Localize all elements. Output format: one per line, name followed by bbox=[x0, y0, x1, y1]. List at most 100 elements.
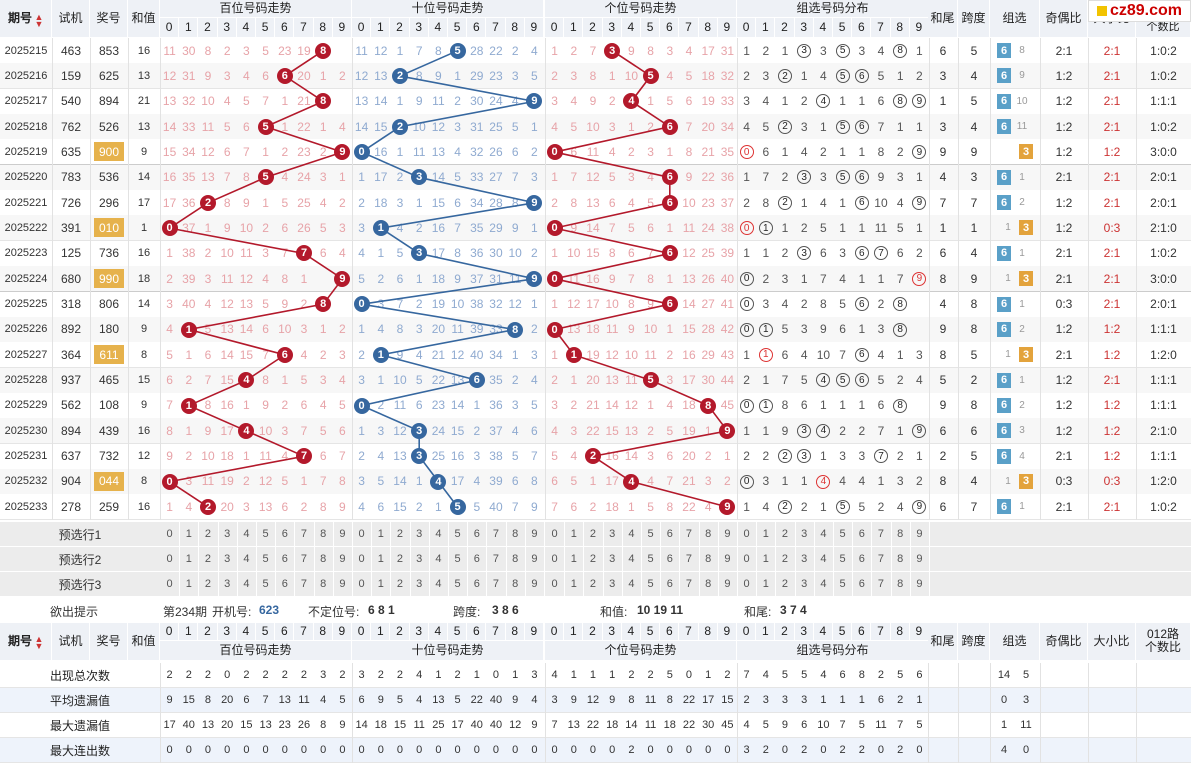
preselect-digit[interactable]: 9 bbox=[910, 571, 930, 597]
preselect-digit[interactable]: 0 bbox=[737, 571, 758, 597]
preselect-digit[interactable]: 9 bbox=[525, 521, 545, 547]
preselect-digit[interactable]: 7 bbox=[871, 546, 892, 572]
preselect-digit[interactable]: 7 bbox=[679, 521, 700, 547]
preselect-digit[interactable]: 2 bbox=[198, 546, 219, 572]
preselect-digit[interactable]: 8 bbox=[506, 571, 526, 597]
preselect-digit[interactable]: 9 bbox=[333, 521, 353, 547]
preselect-digit[interactable]: 4 bbox=[429, 546, 449, 572]
preselect-digit[interactable]: 3 bbox=[603, 571, 623, 597]
preselect-digit[interactable]: 9 bbox=[525, 571, 545, 597]
preselect-digit[interactable]: 9 bbox=[910, 546, 930, 572]
watermark[interactable]: cz89.com bbox=[1088, 0, 1191, 22]
preselect-digit[interactable]: 2 bbox=[775, 546, 796, 572]
preselect-digit[interactable]: 2 bbox=[390, 546, 411, 572]
preselect-digit[interactable]: 5 bbox=[641, 571, 662, 597]
preselect-digit[interactable]: 4 bbox=[814, 571, 834, 597]
preselect-digit[interactable]: 2 bbox=[583, 521, 604, 547]
preselect-digit[interactable]: 3 bbox=[410, 521, 430, 547]
preselect-digit[interactable]: 7 bbox=[486, 571, 507, 597]
preselect-digit[interactable]: 4 bbox=[429, 521, 449, 547]
preselect-digit[interactable]: 5 bbox=[641, 546, 662, 572]
preselect-digit[interactable]: 5 bbox=[833, 546, 854, 572]
preselect-digit[interactable]: 0 bbox=[737, 546, 758, 572]
preselect-digit[interactable]: 7 bbox=[679, 546, 700, 572]
preselect-digit[interactable]: 2 bbox=[198, 571, 219, 597]
preselect-digit[interactable]: 0 bbox=[160, 546, 181, 572]
preselect-digit[interactable]: 6 bbox=[660, 571, 681, 597]
preselect-digit[interactable]: 3 bbox=[410, 546, 430, 572]
preselect-digit[interactable]: 6 bbox=[852, 521, 873, 547]
preselect-digit[interactable]: 6 bbox=[275, 546, 296, 572]
preselect-digit[interactable]: 8 bbox=[891, 521, 911, 547]
preselect-digit[interactable]: 9 bbox=[718, 571, 738, 597]
preselect-digit[interactable]: 9 bbox=[718, 521, 738, 547]
preselect-digit[interactable]: 1 bbox=[179, 571, 200, 597]
preselect-digit[interactable]: 3 bbox=[410, 571, 430, 597]
preselect-digit[interactable]: 4 bbox=[622, 571, 642, 597]
preselect-digit[interactable]: 0 bbox=[352, 571, 373, 597]
preselect-digit[interactable]: 5 bbox=[256, 546, 277, 572]
preselect-digit[interactable]: 0 bbox=[545, 571, 566, 597]
preselect-digit[interactable]: 3 bbox=[603, 521, 623, 547]
preselect-digit[interactable]: 5 bbox=[833, 571, 854, 597]
preselect-digit[interactable]: 2 bbox=[198, 521, 219, 547]
preselect-digit[interactable]: 8 bbox=[506, 546, 526, 572]
preselect-digit[interactable]: 8 bbox=[891, 546, 911, 572]
preselect-digit[interactable]: 8 bbox=[699, 521, 719, 547]
preselect-digit[interactable]: 3 bbox=[218, 571, 238, 597]
preselect-digit[interactable]: 5 bbox=[256, 521, 277, 547]
preselect-digit[interactable]: 8 bbox=[699, 571, 719, 597]
preselect-digit[interactable]: 0 bbox=[160, 521, 181, 547]
preselect-digit[interactable]: 2 bbox=[775, 521, 796, 547]
preselect-digit[interactable]: 5 bbox=[833, 521, 854, 547]
preselect-digit[interactable]: 6 bbox=[467, 546, 488, 572]
preselect-digit[interactable]: 4 bbox=[237, 571, 257, 597]
preselect-digit[interactable]: 5 bbox=[641, 521, 662, 547]
preselect-digit[interactable]: 3 bbox=[218, 546, 238, 572]
preselect-digit[interactable]: 1 bbox=[756, 521, 777, 547]
preselect-digit[interactable]: 7 bbox=[294, 521, 315, 547]
preselect-digit[interactable]: 5 bbox=[448, 571, 469, 597]
preselect-digit[interactable]: 6 bbox=[275, 521, 296, 547]
preselect-digit[interactable]: 8 bbox=[314, 546, 334, 572]
preselect-digit[interactable]: 9 bbox=[525, 546, 545, 572]
bottom-issue-header[interactable]: 期号 ▲▼ bbox=[0, 622, 52, 661]
preselect-digit[interactable]: 7 bbox=[294, 546, 315, 572]
preselect-digit[interactable]: 1 bbox=[756, 571, 777, 597]
preselect-digit[interactable]: 4 bbox=[429, 571, 449, 597]
preselect-digit[interactable]: 6 bbox=[467, 521, 488, 547]
preselect-digit[interactable]: 2 bbox=[583, 571, 604, 597]
preselect-digit[interactable]: 5 bbox=[256, 571, 277, 597]
preselect-digit[interactable]: 4 bbox=[622, 521, 642, 547]
preselect-digit[interactable]: 3 bbox=[218, 521, 238, 547]
preselect-digit[interactable]: 0 bbox=[737, 521, 758, 547]
preselect-digit[interactable]: 2 bbox=[390, 521, 411, 547]
preselect-digit[interactable]: 0 bbox=[160, 571, 181, 597]
preselect-digit[interactable]: 7 bbox=[294, 571, 315, 597]
preselect-digit[interactable]: 4 bbox=[622, 546, 642, 572]
preselect-digit[interactable]: 9 bbox=[718, 546, 738, 572]
preselect-digit[interactable]: 6 bbox=[660, 546, 681, 572]
preselect-digit[interactable]: 5 bbox=[448, 546, 469, 572]
preselect-digit[interactable]: 7 bbox=[871, 521, 892, 547]
preselect-digit[interactable]: 1 bbox=[756, 546, 777, 572]
preselect-digit[interactable]: 8 bbox=[314, 521, 334, 547]
preselect-digit[interactable]: 0 bbox=[352, 521, 373, 547]
preselect-digit[interactable]: 6 bbox=[275, 571, 296, 597]
preselect-digit[interactable]: 8 bbox=[314, 571, 334, 597]
preselect-digit[interactable]: 7 bbox=[679, 571, 700, 597]
preselect-digit[interactable]: 3 bbox=[795, 546, 815, 572]
preselect-digit[interactable]: 7 bbox=[871, 571, 892, 597]
preselect-digit[interactable]: 1 bbox=[371, 521, 392, 547]
preselect-digit[interactable]: 2 bbox=[775, 571, 796, 597]
preselect-digit[interactable]: 1 bbox=[371, 571, 392, 597]
preselect-digit[interactable]: 0 bbox=[545, 546, 566, 572]
preselect-digit[interactable]: 2 bbox=[390, 571, 411, 597]
preselect-digit[interactable]: 8 bbox=[506, 521, 526, 547]
preselect-digit[interactable]: 7 bbox=[486, 546, 507, 572]
preselect-digit[interactable]: 3 bbox=[795, 571, 815, 597]
preselect-digit[interactable]: 6 bbox=[467, 571, 488, 597]
preselect-digit[interactable]: 1 bbox=[564, 571, 585, 597]
preselect-digit[interactable]: 4 bbox=[237, 546, 257, 572]
preselect-digit[interactable]: 6 bbox=[660, 521, 681, 547]
